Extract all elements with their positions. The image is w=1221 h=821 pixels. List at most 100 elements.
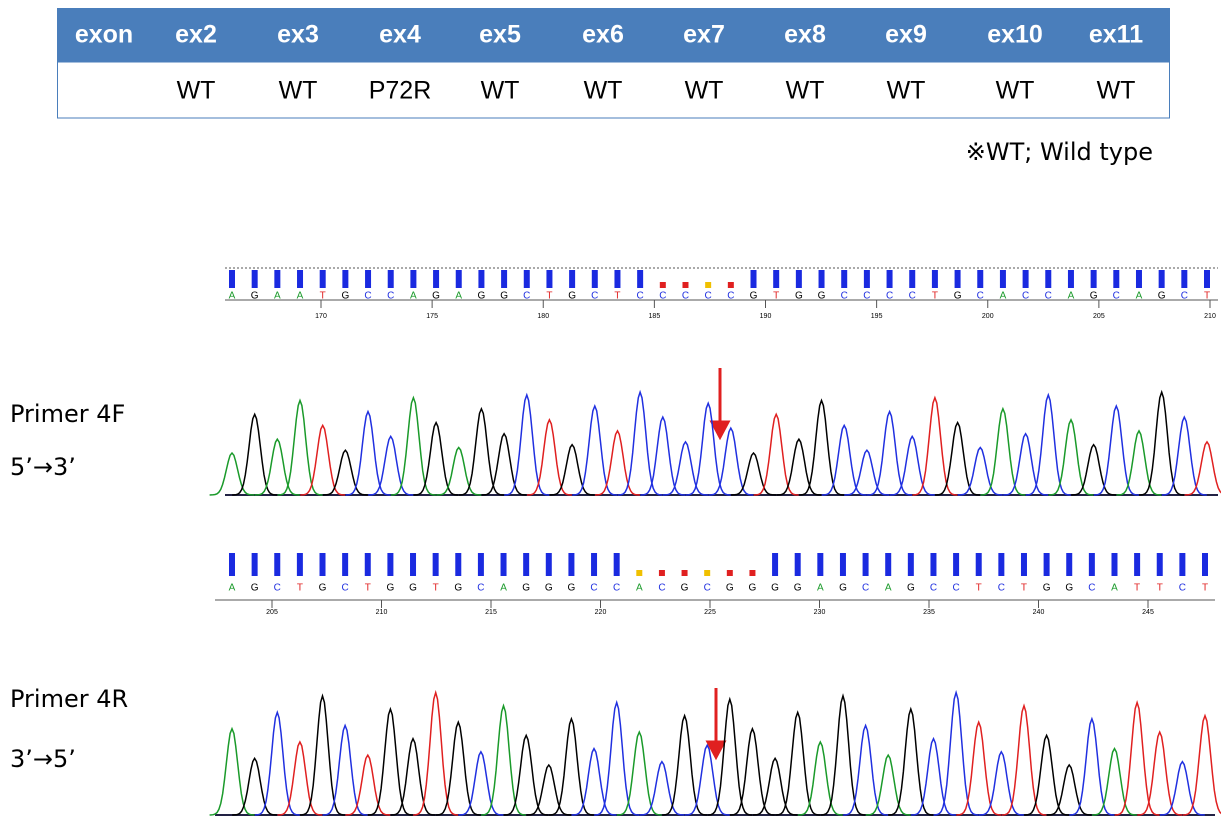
base-letter: C bbox=[364, 291, 371, 302]
peak bbox=[504, 735, 549, 815]
base-letter: C bbox=[613, 583, 620, 594]
arrow bbox=[708, 368, 728, 757]
position-label: 215 bbox=[485, 609, 497, 616]
base-letter: T bbox=[1204, 291, 1210, 302]
direction-label: 5’→3’ bbox=[10, 453, 76, 481]
table-header-cell: ex2 bbox=[175, 21, 217, 49]
peak bbox=[1115, 703, 1160, 816]
quality-bar bbox=[998, 553, 1004, 576]
base-letter: G bbox=[1090, 291, 1098, 302]
base-letter: C bbox=[952, 583, 959, 594]
table-header-cell: ex3 bbox=[277, 21, 319, 49]
quality-bar bbox=[365, 553, 371, 576]
quality-bar bbox=[1113, 270, 1119, 288]
base-letter: A bbox=[817, 583, 824, 594]
base-letter: T bbox=[546, 291, 552, 302]
position-label: 245 bbox=[1142, 609, 1154, 616]
quality-bar bbox=[1045, 270, 1051, 288]
quality-bar bbox=[817, 553, 823, 576]
base-letter: C bbox=[863, 291, 870, 302]
base-letter: G bbox=[568, 291, 576, 302]
quality-bar bbox=[841, 270, 847, 288]
footnote: ※WT; Wild type bbox=[966, 138, 1153, 166]
base-letter: T bbox=[297, 583, 303, 594]
peak bbox=[867, 412, 912, 495]
table-header-cell: ex8 bbox=[784, 21, 826, 49]
base-letter: A bbox=[297, 291, 304, 302]
table-cell: WT bbox=[685, 77, 724, 105]
peak bbox=[368, 709, 413, 815]
quality-bar bbox=[660, 282, 666, 288]
base-letter: G bbox=[387, 583, 395, 594]
quality-bar bbox=[1157, 553, 1163, 576]
quality-bar bbox=[456, 270, 462, 288]
direction-label: 3’→5’ bbox=[10, 745, 76, 773]
base-letter: C bbox=[477, 583, 484, 594]
base-letter: G bbox=[1065, 583, 1073, 594]
base-letter: T bbox=[1021, 583, 1027, 594]
base-letter: G bbox=[1158, 291, 1166, 302]
base-letter: G bbox=[454, 583, 462, 594]
quality-bar bbox=[523, 553, 529, 576]
position-label: 190 bbox=[760, 313, 772, 320]
base-letter: T bbox=[976, 583, 982, 594]
quality-bar bbox=[387, 553, 393, 576]
peak bbox=[821, 696, 866, 815]
peak bbox=[775, 712, 820, 815]
quality-bar bbox=[1068, 270, 1074, 288]
table-cell: WT bbox=[279, 77, 318, 105]
peak bbox=[1024, 735, 1069, 815]
position-label: 175 bbox=[426, 313, 438, 320]
base-letter: C bbox=[727, 291, 734, 302]
quality-bar bbox=[229, 553, 235, 576]
page: ※WT; Wild type Primer 4F 5’→3’ Primer 4R… bbox=[0, 0, 1221, 821]
base-letter: C bbox=[704, 583, 711, 594]
position-label: 200 bbox=[982, 313, 994, 320]
quality-bar bbox=[772, 553, 778, 576]
base-letter: T bbox=[1202, 583, 1208, 594]
peak bbox=[300, 696, 345, 815]
table-header-cell: ex5 bbox=[479, 21, 521, 49]
position-label: 230 bbox=[814, 609, 826, 616]
table-cell: WT bbox=[177, 77, 216, 105]
base-letter: G bbox=[251, 583, 259, 594]
base-letter: A bbox=[1068, 291, 1075, 302]
table-cell: WT bbox=[786, 77, 825, 105]
peak bbox=[707, 699, 752, 815]
quality-bar bbox=[388, 270, 394, 288]
table-cell: WT bbox=[1097, 77, 1136, 105]
peak bbox=[1162, 417, 1207, 495]
base-letter: G bbox=[681, 583, 689, 594]
peak bbox=[232, 414, 277, 495]
quality-bar bbox=[365, 270, 371, 288]
base-letter: C bbox=[1022, 291, 1029, 302]
quality-bar bbox=[864, 270, 870, 288]
base-letter: A bbox=[1136, 291, 1143, 302]
base-letter: A bbox=[229, 291, 236, 302]
quality-bar bbox=[1181, 270, 1187, 288]
peak bbox=[708, 428, 753, 495]
quality-bar bbox=[796, 270, 802, 288]
peak bbox=[981, 409, 1026, 495]
base-letter: G bbox=[907, 583, 915, 594]
peak bbox=[1183, 716, 1221, 815]
base-letter: G bbox=[839, 583, 847, 594]
quality-bar bbox=[592, 270, 598, 288]
quality-bar bbox=[637, 270, 643, 288]
position-label: 240 bbox=[1033, 609, 1045, 616]
figure: ※WT; Wild type Primer 4F 5’→3’ Primer 4R… bbox=[0, 0, 1221, 821]
peak bbox=[618, 392, 663, 495]
base-letter: C bbox=[342, 583, 349, 594]
base-letter: C bbox=[862, 583, 869, 594]
position-label: 235 bbox=[923, 609, 935, 616]
quality-bar bbox=[524, 270, 530, 288]
quality-bar bbox=[1000, 270, 1006, 288]
base-letter: G bbox=[818, 291, 826, 302]
primer-label: Primer 4F bbox=[10, 400, 125, 428]
quality-bar bbox=[546, 553, 552, 576]
quality-bar bbox=[704, 570, 710, 576]
peak bbox=[300, 425, 345, 495]
peak bbox=[822, 425, 867, 495]
position-label: 180 bbox=[537, 313, 549, 320]
peak bbox=[1094, 406, 1139, 495]
